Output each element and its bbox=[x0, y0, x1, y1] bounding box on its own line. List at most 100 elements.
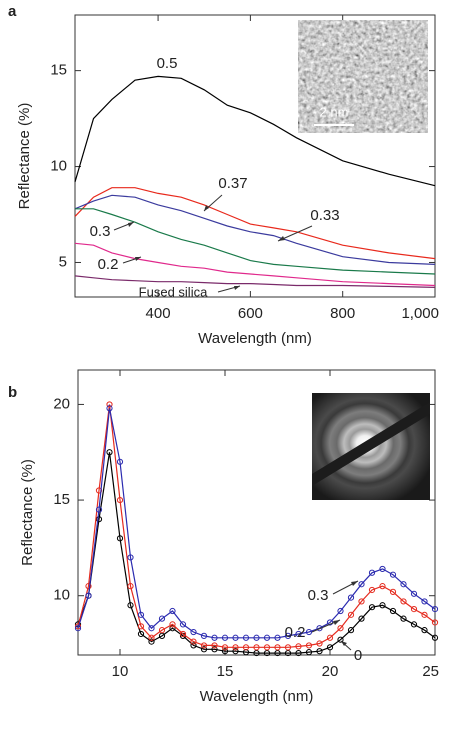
data-point bbox=[326, 619, 334, 626]
data-point bbox=[74, 625, 82, 632]
data-point bbox=[127, 602, 134, 609]
data-point bbox=[368, 604, 376, 611]
data-point bbox=[263, 634, 271, 641]
data-point bbox=[116, 496, 124, 504]
data-point bbox=[211, 646, 218, 653]
x-tick-label: 10 bbox=[112, 663, 129, 680]
data-point bbox=[200, 632, 208, 639]
data-point bbox=[95, 506, 103, 513]
plot: 10 15 20 10 15 20 25 Wavelength (nm) Reflectance… bbox=[8, 369, 439, 705]
data-point bbox=[85, 583, 92, 590]
y-tick-label: 5 bbox=[59, 253, 67, 270]
data-point bbox=[74, 623, 82, 630]
data-point bbox=[221, 644, 229, 651]
data-point bbox=[137, 611, 145, 618]
data-point bbox=[347, 627, 355, 634]
data-point bbox=[116, 458, 124, 465]
x-tick-label: 600 bbox=[238, 305, 263, 322]
series-label: 0.37 bbox=[218, 175, 247, 192]
arrows bbox=[113, 194, 359, 651]
data-point bbox=[179, 630, 187, 638]
x-tick-label: 25 bbox=[422, 663, 439, 680]
data-point bbox=[116, 535, 124, 542]
data-point bbox=[284, 649, 292, 657]
data-point bbox=[295, 649, 302, 657]
x-tick-label: 20 bbox=[322, 663, 339, 680]
data-point bbox=[431, 634, 439, 641]
fit-line bbox=[77, 452, 436, 654]
data-point bbox=[284, 644, 292, 651]
panel-label: b bbox=[8, 384, 17, 401]
data-point bbox=[421, 611, 428, 618]
data-point bbox=[221, 648, 229, 655]
data-point bbox=[169, 621, 176, 628]
plot-frame bbox=[74, 14, 436, 298]
y-tick-label: 20 bbox=[53, 395, 70, 412]
y-tick-label: 15 bbox=[53, 491, 70, 508]
data-point bbox=[253, 649, 260, 657]
data-point bbox=[295, 630, 302, 638]
data-point bbox=[410, 621, 418, 628]
x-axis-label: Wavelength (nm) bbox=[200, 688, 314, 705]
data-point bbox=[316, 625, 323, 632]
data-point bbox=[337, 636, 344, 643]
data-point bbox=[400, 615, 407, 622]
data-point bbox=[347, 594, 355, 601]
data-point bbox=[190, 642, 197, 649]
plot: 5 10 15 400 600 800 1,000 Wavelength (nm) Reflec… bbox=[8, 3, 439, 347]
data-point bbox=[200, 646, 208, 653]
data-point bbox=[400, 598, 407, 605]
data-point bbox=[253, 634, 260, 641]
data-point bbox=[158, 615, 166, 622]
data-point bbox=[95, 487, 103, 494]
data-point bbox=[274, 644, 281, 651]
data-point bbox=[106, 449, 113, 456]
y-tick-label: 10 bbox=[50, 158, 67, 175]
data-point bbox=[284, 632, 292, 639]
data-point bbox=[190, 638, 197, 645]
data-point bbox=[326, 634, 334, 641]
data-point bbox=[305, 628, 313, 636]
series-label: 0 bbox=[354, 647, 362, 664]
data-point bbox=[400, 581, 407, 588]
data-point bbox=[85, 592, 92, 599]
data-point bbox=[389, 607, 397, 615]
data-point bbox=[410, 590, 418, 597]
data-point bbox=[232, 634, 239, 641]
series-label: 0.2 bbox=[98, 256, 119, 273]
y-axis-label: Reflectance (%) bbox=[16, 103, 33, 210]
data-point bbox=[232, 648, 239, 655]
series-label: 0.3 bbox=[90, 223, 111, 240]
data-point bbox=[316, 648, 323, 655]
data-point bbox=[368, 586, 376, 594]
data-point bbox=[211, 634, 218, 641]
fit-line bbox=[77, 404, 436, 648]
data-point bbox=[242, 644, 250, 651]
data-point bbox=[253, 644, 260, 651]
data-point bbox=[379, 583, 386, 590]
data-point bbox=[421, 598, 428, 605]
scale-label: 2 nm bbox=[320, 104, 349, 119]
data-point bbox=[326, 644, 334, 651]
series-label: 0.2 bbox=[285, 624, 306, 641]
data-point bbox=[316, 640, 323, 647]
data-point bbox=[169, 625, 176, 632]
series-label: Fused silica bbox=[139, 284, 208, 299]
data-point bbox=[337, 607, 344, 615]
series-line bbox=[74, 75, 436, 187]
y-tick-label: 10 bbox=[53, 587, 70, 604]
x-tick-label: 1,000 bbox=[401, 305, 439, 322]
data-point bbox=[263, 649, 271, 657]
data-point bbox=[106, 401, 113, 408]
plot-frame bbox=[77, 369, 436, 656]
data-point bbox=[137, 623, 145, 630]
series-line bbox=[74, 242, 436, 287]
data-point bbox=[305, 649, 313, 656]
fit-line bbox=[77, 408, 436, 639]
x-tick-label: 400 bbox=[146, 305, 171, 322]
beam-stop bbox=[312, 402, 430, 486]
data-point bbox=[358, 615, 365, 622]
data-point bbox=[358, 598, 365, 605]
data-point bbox=[137, 630, 145, 638]
